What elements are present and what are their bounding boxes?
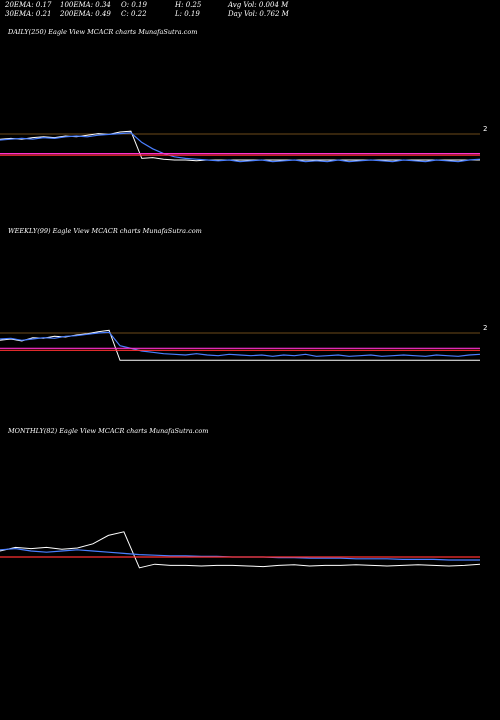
ema100-readout: 100EMA: 0.34 [60, 1, 111, 9]
weekly-series-line-0 [0, 329, 480, 361]
close-readout: C: 0.22 [121, 10, 147, 18]
ema20-readout: 20EMA: 0.17 [5, 1, 52, 9]
weekly-panel-label: WEEKLY(99) Eagle View MCACR charts Munaf… [8, 227, 202, 235]
daily-series-line-0 [0, 130, 480, 162]
monthly-chart [0, 531, 481, 569]
monthly-panel-label: MONTHLY(82) Eagle View MCACR charts Muna… [8, 427, 209, 435]
low-readout: L: 0.19 [175, 10, 200, 18]
monthly-series-line-1 [0, 547, 480, 561]
weekly-series-line-1 [0, 331, 481, 357]
high-readout: H: 0.25 [175, 1, 202, 9]
avg-vol-readout: Avg Vol: 0.004 M [228, 1, 289, 9]
ema30-readout: 30EMA: 0.21 [5, 10, 52, 18]
day-vol-readout: Day Vol: 0.762 M [228, 10, 289, 18]
daily-chart: 2 [0, 125, 487, 163]
weekly-chart: 2 [0, 324, 487, 361]
weekly-tick-label: 2 [483, 324, 487, 332]
daily-tick-label: 2 [483, 125, 487, 133]
daily-panel-label: DAILY(250) Eagle View MCACR charts Munaf… [8, 28, 198, 36]
daily-series-line-1 [0, 132, 481, 163]
monthly-series-line-0 [0, 531, 481, 569]
open-readout: O: 0.19 [121, 1, 147, 9]
ema200-readout: 200EMA: 0.49 [60, 10, 111, 18]
